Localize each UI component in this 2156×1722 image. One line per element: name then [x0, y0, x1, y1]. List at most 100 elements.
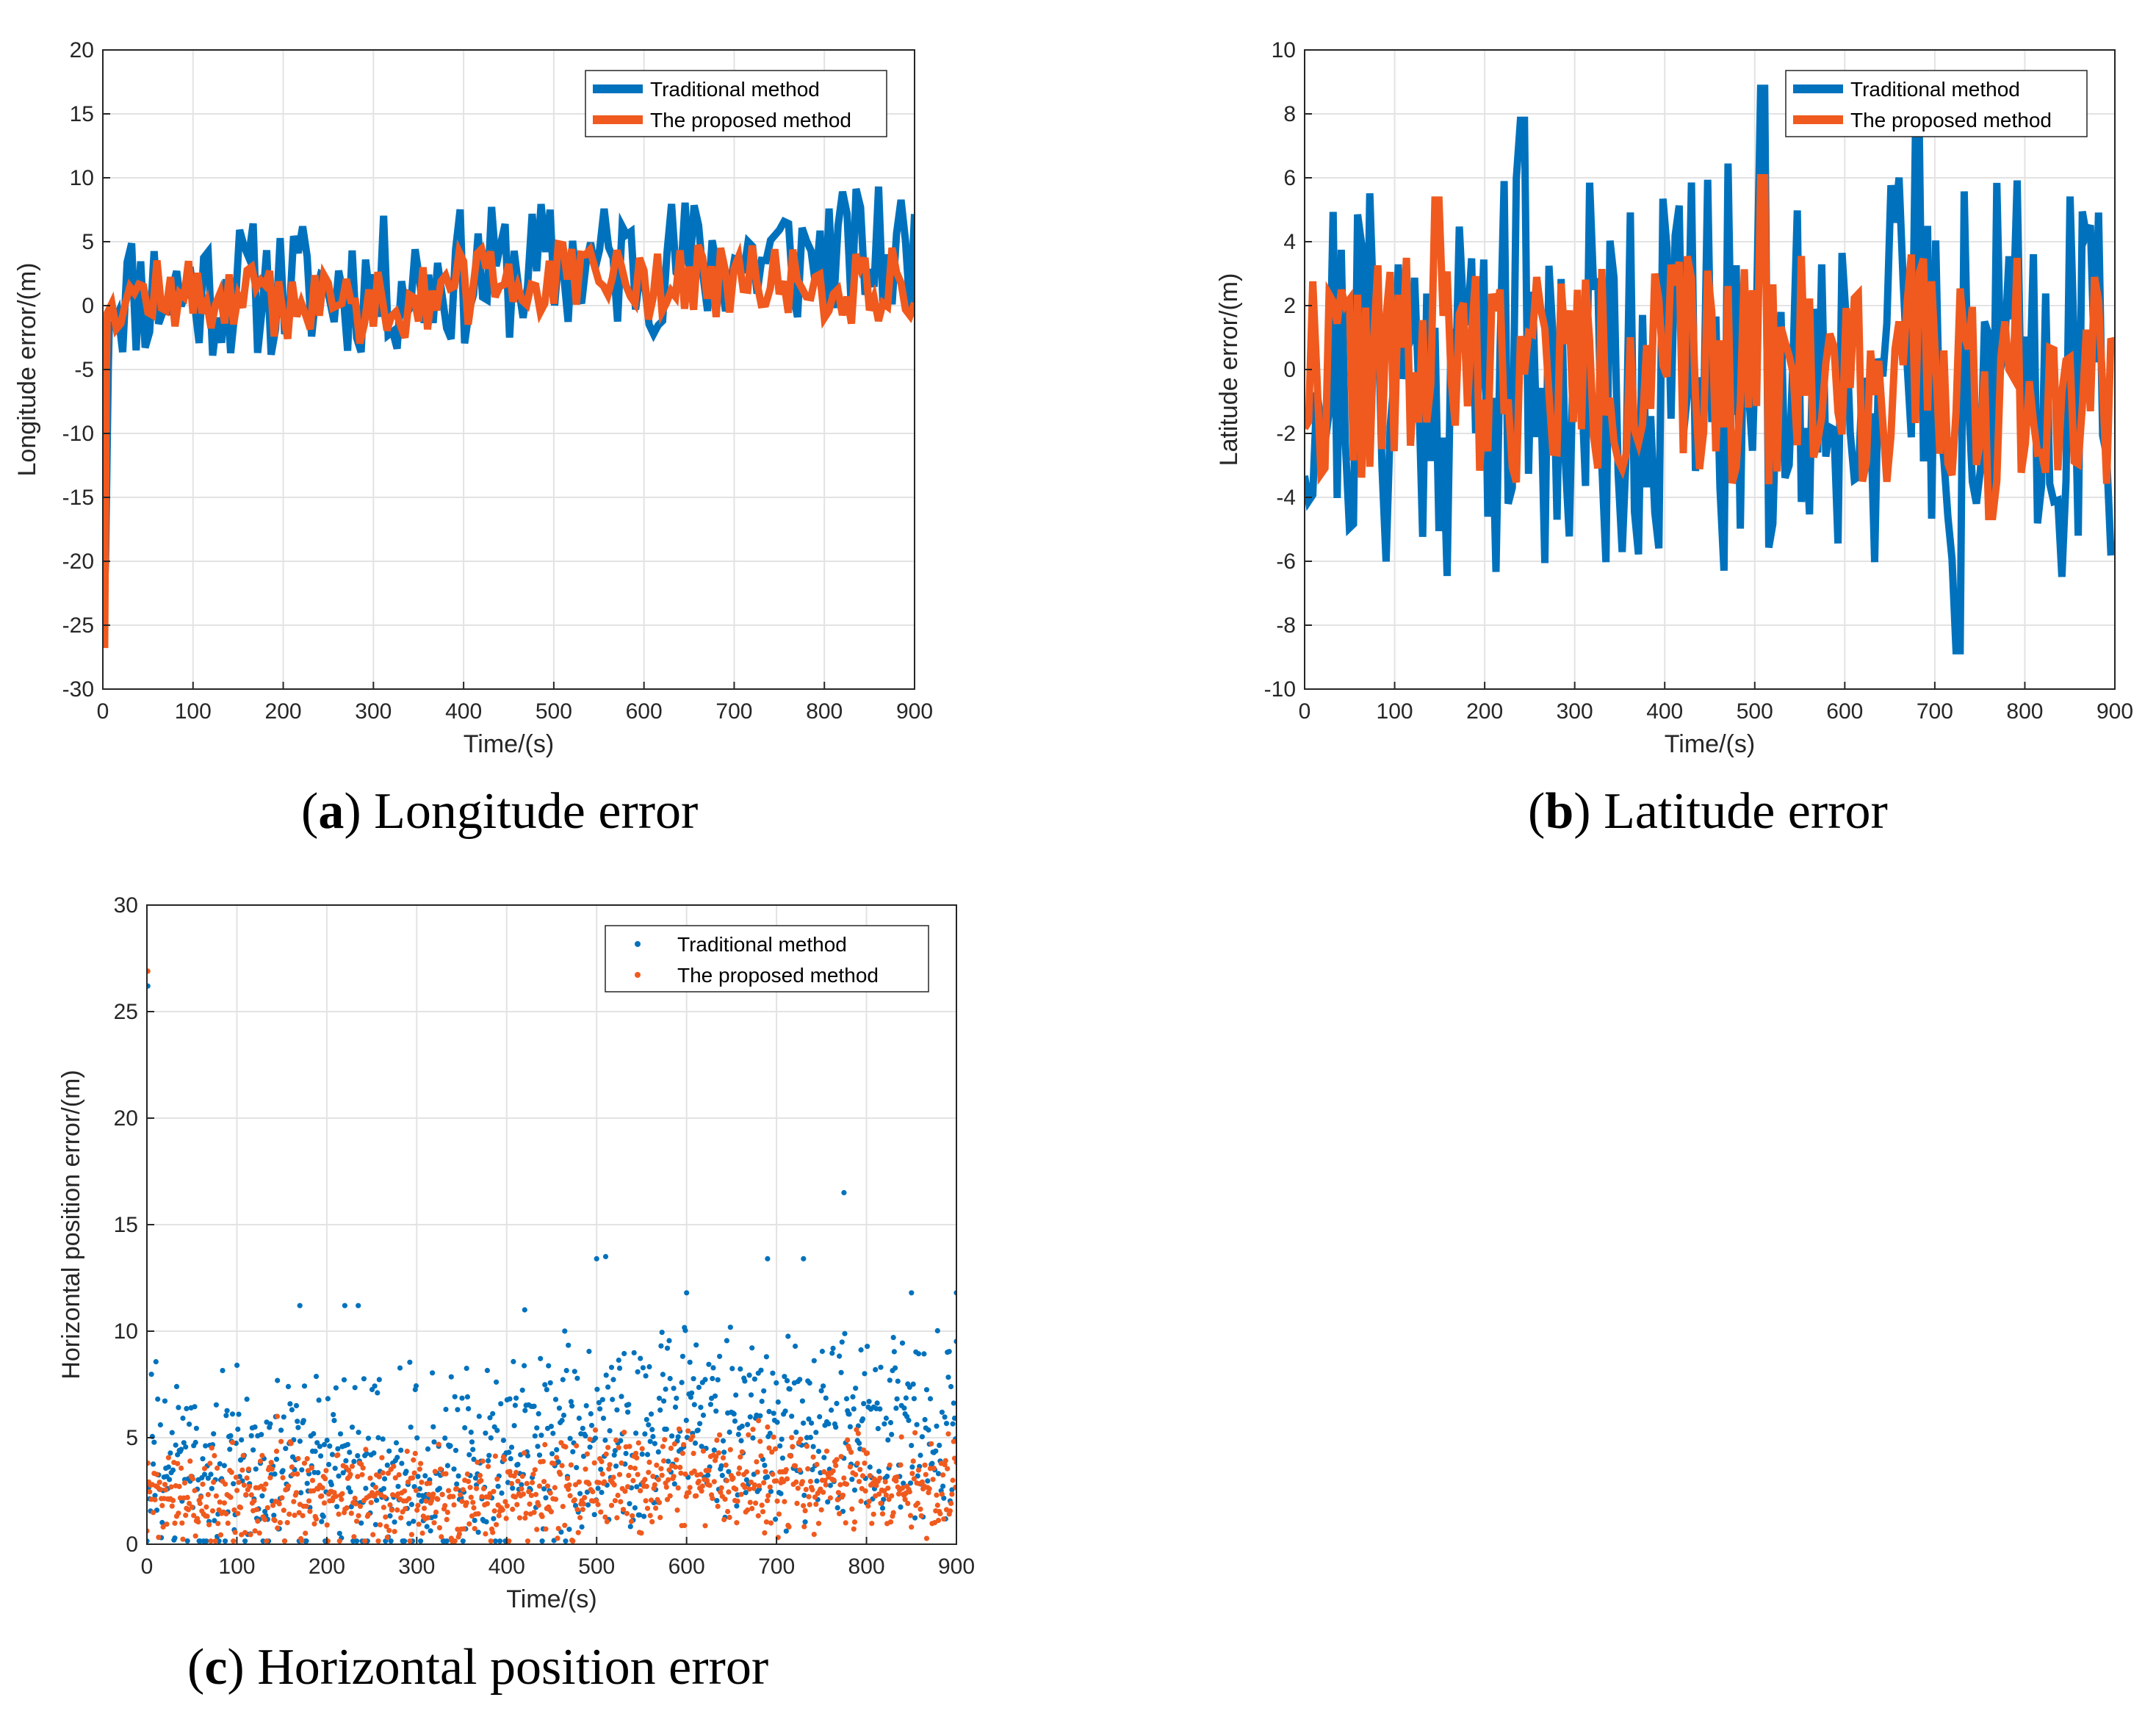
data-point: [244, 1475, 250, 1481]
data-point: [746, 1432, 751, 1438]
data-point: [934, 1327, 940, 1333]
data-point: [942, 1462, 948, 1468]
data-point: [227, 1447, 233, 1452]
data-point: [563, 1368, 569, 1374]
data-point: [707, 1402, 714, 1408]
x-tick-label: 200: [1466, 699, 1503, 724]
data-point: [689, 1390, 695, 1396]
data-point: [536, 1411, 541, 1416]
data-point: [784, 1476, 790, 1482]
data-point: [408, 1502, 415, 1507]
data-point: [376, 1474, 382, 1480]
data-point: [524, 1538, 531, 1544]
data-point: [726, 1469, 732, 1474]
data-point: [765, 1424, 771, 1430]
data-point: [730, 1475, 736, 1481]
data-point: [718, 1489, 724, 1495]
data-point: [951, 1415, 956, 1422]
data-point: [558, 1471, 563, 1477]
data-point: [566, 1342, 572, 1348]
data-point: [579, 1524, 585, 1530]
data-point: [193, 1425, 199, 1431]
data-point: [783, 1467, 789, 1473]
data-point: [446, 1488, 452, 1494]
data-point: [549, 1451, 555, 1457]
data-point: [488, 1538, 494, 1544]
data-point: [713, 1408, 719, 1414]
data-point: [783, 1528, 789, 1534]
x-tick-label: 300: [1557, 699, 1593, 724]
data-point: [743, 1490, 749, 1496]
data-point: [931, 1466, 937, 1471]
data-point: [229, 1439, 236, 1445]
data-point: [775, 1399, 781, 1405]
legend-label-1: The proposed method: [1850, 109, 2052, 132]
data-point: [923, 1471, 929, 1477]
data-point: [659, 1330, 665, 1336]
data-point: [443, 1406, 449, 1413]
data-point: [635, 1369, 641, 1375]
data-point: [268, 1460, 274, 1466]
data-point: [453, 1447, 459, 1453]
data-point: [203, 1443, 209, 1449]
data-point: [248, 1433, 254, 1438]
data-point: [375, 1435, 381, 1441]
data-point: [898, 1434, 904, 1440]
data-point: [786, 1524, 792, 1530]
data-point: [528, 1493, 535, 1499]
data-point: [711, 1479, 717, 1485]
data-point: [679, 1380, 685, 1386]
data-point: [301, 1460, 308, 1466]
data-point: [422, 1473, 428, 1479]
data-point: [345, 1441, 350, 1447]
data-point: [825, 1499, 831, 1505]
x-tick-label: 700: [758, 1555, 795, 1579]
data-point: [512, 1402, 519, 1408]
data-point: [530, 1471, 536, 1477]
data-point: [734, 1520, 740, 1526]
data-point: [869, 1521, 875, 1527]
x-tick-label: 0: [1299, 699, 1311, 724]
data-point: [839, 1339, 845, 1345]
data-point: [903, 1395, 909, 1401]
data-point: [389, 1507, 395, 1513]
data-point: [915, 1351, 922, 1357]
data-point: [749, 1505, 755, 1511]
data-point: [795, 1485, 801, 1491]
y-tick-label: -15: [62, 486, 94, 510]
data-point: [480, 1458, 486, 1464]
data-point: [554, 1455, 560, 1460]
data-point: [372, 1383, 378, 1389]
data-point: [895, 1491, 902, 1497]
data-point: [532, 1433, 538, 1439]
data-point: [890, 1510, 896, 1516]
data-point: [233, 1474, 239, 1480]
data-point: [431, 1520, 437, 1526]
data-point: [513, 1469, 519, 1475]
data-point: [663, 1386, 668, 1392]
data-point: [336, 1511, 342, 1517]
data-point: [212, 1452, 217, 1459]
data-point: [566, 1482, 572, 1488]
data-point: [909, 1443, 915, 1449]
data-point: [793, 1463, 798, 1469]
data-point: [865, 1344, 870, 1350]
data-point: [625, 1409, 631, 1415]
data-point: [635, 1440, 641, 1446]
data-point: [262, 1516, 268, 1523]
data-point: [423, 1498, 429, 1504]
data-point: [688, 1394, 694, 1400]
data-point: [514, 1502, 520, 1507]
data-point: [747, 1414, 753, 1420]
data-point: [539, 1513, 545, 1519]
data-point: [365, 1511, 372, 1518]
data-point: [940, 1472, 946, 1478]
data-point: [893, 1365, 898, 1371]
data-point: [560, 1412, 567, 1419]
data-point: [793, 1430, 799, 1435]
data-point: [494, 1521, 500, 1527]
data-point: [212, 1538, 218, 1544]
data-point: [630, 1513, 635, 1519]
data-point: [339, 1496, 345, 1502]
data-point: [228, 1494, 234, 1500]
